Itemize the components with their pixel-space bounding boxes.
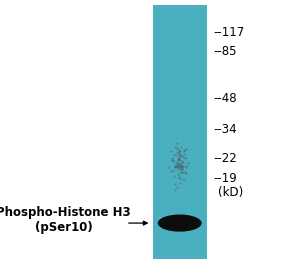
Point [181,164,185,168]
Point [176,147,181,151]
Point [181,170,185,174]
Point [175,156,180,160]
Point [180,177,185,181]
Point [170,157,175,162]
Point [181,154,185,158]
Point [173,181,177,186]
Point [177,162,182,166]
Point [184,165,188,169]
Text: --48: --48 [214,92,237,106]
Point [176,162,180,167]
Point [176,161,181,165]
Point [175,164,179,168]
Point [172,174,176,178]
Point [179,164,183,168]
Point [179,163,183,167]
Point [173,165,178,169]
Point [182,152,186,156]
Point [180,167,184,171]
Point [175,163,180,167]
Point [170,156,175,161]
Point [171,153,176,157]
Point [176,167,181,171]
Point [178,161,183,166]
Point [178,149,182,153]
Point [179,145,183,149]
Point [184,147,188,151]
Text: --19: --19 [214,172,237,185]
Point [177,176,181,181]
Point [175,151,180,155]
Point [166,165,171,169]
Point [178,152,183,156]
Point [179,164,183,168]
Text: --117: --117 [214,26,245,40]
Point [179,163,184,168]
Point [182,155,186,160]
Point [176,158,181,162]
Point [185,161,190,166]
Point [183,170,188,174]
Point [172,163,177,168]
Point [184,156,188,160]
Point [175,164,180,168]
Point [175,165,179,169]
Point [178,158,182,162]
Text: --22: --22 [214,152,237,165]
Ellipse shape [158,214,202,232]
Point [181,159,185,164]
Point [176,153,181,157]
Point [174,185,179,189]
Point [175,172,180,176]
Point [173,145,177,149]
Point [175,146,180,150]
Point [177,149,182,153]
Point [173,162,178,166]
Text: --34: --34 [214,123,237,136]
Point [176,156,181,161]
Bar [153,5,207,259]
Point [171,159,176,163]
Text: --85: --85 [214,45,237,58]
Point [175,160,180,164]
Point [182,149,186,153]
Point [177,154,182,159]
Point [177,165,181,169]
Point [173,188,177,192]
Point [179,170,183,175]
Point [184,164,188,168]
Point [169,149,174,153]
Point [178,181,182,186]
Point [171,168,176,172]
Point [181,178,186,182]
Point [184,171,189,176]
Point [178,166,183,170]
Point [178,169,183,174]
Point [177,157,181,161]
Point [181,165,185,169]
Point [175,141,179,145]
Point [174,153,178,158]
Point [172,165,177,169]
Point [179,159,184,163]
Point [169,158,174,162]
Point [179,154,183,158]
Point [179,167,183,171]
Text: (kD): (kD) [218,186,243,199]
Point [182,148,186,152]
Point [175,150,179,155]
Text: (pSer10): (pSer10) [35,221,93,234]
Text: Phospho-Histone H3: Phospho-Histone H3 [0,206,131,219]
Point [177,175,181,180]
Point [169,168,173,173]
Point [180,167,185,171]
